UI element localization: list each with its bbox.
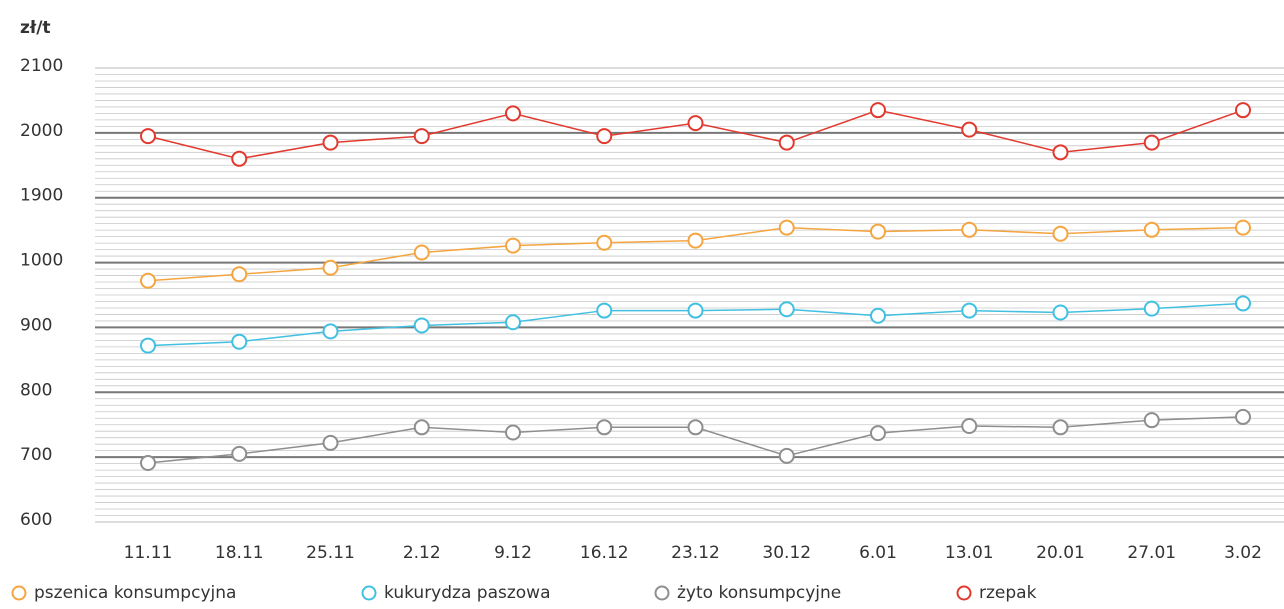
point	[687, 302, 704, 319]
point	[413, 128, 430, 145]
point	[1235, 408, 1251, 425]
point	[322, 134, 339, 151]
point	[231, 266, 248, 283]
point	[322, 434, 339, 451]
x-tick-label: 23.12	[671, 543, 720, 563]
legend-marker	[361, 585, 377, 601]
x-tick-label: 11.11	[124, 543, 173, 563]
x-tick-label: 30.12	[762, 543, 811, 563]
point	[1235, 102, 1251, 119]
point	[596, 302, 613, 319]
y-tick-label: 1000	[20, 251, 63, 271]
point	[870, 223, 886, 240]
y-tick-label: 700	[20, 445, 52, 465]
point	[1052, 225, 1069, 242]
point	[231, 333, 248, 350]
x-tick-label: 3.02	[1224, 543, 1262, 563]
point	[413, 419, 430, 436]
legend-marker	[654, 585, 670, 601]
point	[778, 219, 795, 236]
point	[961, 121, 978, 138]
legend-label: żyto konsumpcyjne	[677, 583, 841, 603]
legend-marker	[11, 585, 27, 601]
point	[961, 418, 978, 435]
point	[140, 454, 156, 471]
point	[1235, 219, 1251, 236]
point	[413, 317, 430, 334]
y-tick-label: 900	[20, 315, 52, 335]
x-tick-label: 9.12	[494, 543, 532, 563]
legend-marker	[956, 585, 972, 601]
legend-label: pszenica konsumpcyjna	[34, 583, 236, 603]
point	[505, 424, 521, 441]
legend-label: kukurydza paszowa	[384, 583, 551, 603]
point	[413, 244, 430, 261]
x-tick-label: 27.01	[1127, 543, 1176, 563]
x-tick-label: 18.11	[215, 543, 264, 563]
point	[231, 150, 248, 167]
point	[778, 301, 795, 318]
x-tick-label: 16.12	[580, 543, 629, 563]
point	[778, 447, 795, 464]
point	[596, 419, 613, 436]
point	[778, 134, 795, 151]
y-tick-label: 800	[20, 380, 52, 400]
point	[596, 128, 613, 145]
point	[870, 102, 886, 119]
point	[870, 307, 886, 324]
point	[1052, 304, 1069, 321]
x-tick-label: 25.11	[306, 543, 355, 563]
x-tick-label: 6.01	[859, 543, 897, 563]
point	[870, 425, 886, 442]
y-tick-label: 1900	[20, 186, 63, 206]
point	[1052, 419, 1069, 436]
point	[687, 115, 704, 132]
point	[1143, 300, 1160, 317]
point	[140, 128, 156, 145]
point	[961, 302, 978, 319]
point	[505, 105, 521, 122]
point	[596, 234, 613, 251]
point	[687, 232, 704, 249]
y-tick-label: 2000	[20, 121, 63, 141]
point	[1143, 134, 1160, 151]
point	[687, 419, 704, 436]
point	[140, 337, 156, 354]
point	[1235, 295, 1251, 312]
point	[140, 272, 156, 289]
x-tick-label: 13.01	[945, 543, 994, 563]
y-tick-label: 600	[20, 510, 52, 530]
point	[961, 221, 978, 238]
point	[1143, 412, 1160, 429]
point	[322, 259, 339, 276]
point	[231, 445, 248, 462]
y-axis-label: zł/t	[20, 18, 51, 38]
point	[322, 323, 339, 340]
legend-label: rzepak	[979, 583, 1037, 603]
point	[505, 237, 521, 254]
x-tick-label: 20.01	[1036, 543, 1085, 563]
point	[505, 314, 521, 331]
point	[1143, 221, 1160, 238]
point	[1052, 144, 1069, 161]
y-tick-label: 2100	[20, 56, 63, 76]
x-tick-label: 2.12	[403, 543, 441, 563]
